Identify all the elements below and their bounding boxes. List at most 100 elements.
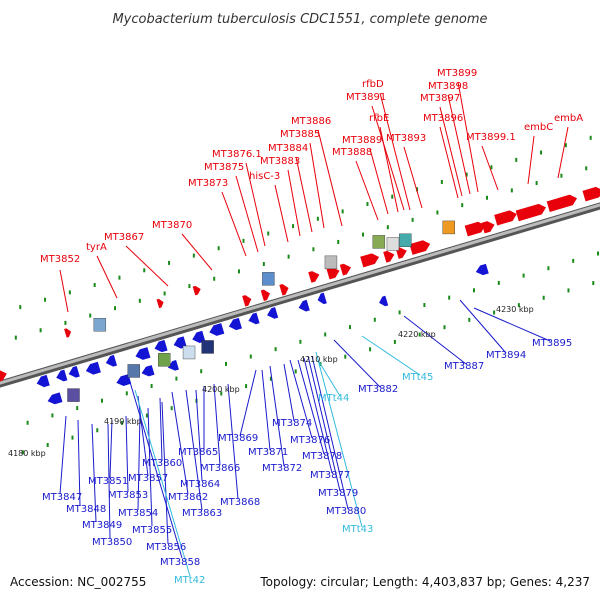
tick-mark xyxy=(344,354,347,359)
tick-mark xyxy=(262,262,265,267)
forward-gene-arrow xyxy=(481,221,495,234)
gene-label: MTt44 xyxy=(318,393,349,404)
leader-line xyxy=(355,160,379,221)
gene-label: MTt45 xyxy=(402,372,433,383)
gene-label: hisC-3 xyxy=(249,171,280,182)
leader-line xyxy=(439,126,459,199)
tick-mark xyxy=(14,335,17,340)
map-title: Mycobacterium tuberculosis CDC1551, comp… xyxy=(112,12,487,27)
gene-label: MT3884 xyxy=(268,143,308,154)
tick-mark xyxy=(369,347,372,352)
leader-line xyxy=(274,184,289,243)
leader-line xyxy=(185,389,203,511)
feature-arrows xyxy=(0,186,600,405)
tick-mark xyxy=(440,179,443,184)
backbone-highlight xyxy=(0,203,600,385)
gene-label: MT3876.1 xyxy=(212,149,262,160)
tick-mark xyxy=(220,391,223,396)
kbp-labels: 4180 kbp 4190 kbp 4200 kbp 4210 kbp 4220 kbp… xyxy=(8,305,534,458)
tick-mark xyxy=(299,339,302,344)
leader-line xyxy=(295,156,313,233)
tick-mark xyxy=(366,202,369,207)
gene-label: MT3876 xyxy=(290,435,330,446)
forward-gene-arrow xyxy=(582,186,600,202)
leader-line xyxy=(459,299,507,354)
leader-line xyxy=(527,135,535,185)
tick-mark xyxy=(386,225,389,230)
gene-label: MT3887 xyxy=(444,361,484,372)
gene-label: MT3867 xyxy=(104,232,144,243)
tick-mark xyxy=(267,231,270,236)
gene-label: MT3864 xyxy=(180,479,220,490)
leader-line xyxy=(239,369,257,437)
forward-gene-arrow xyxy=(515,203,546,222)
tick-mark xyxy=(225,361,228,366)
feature-box xyxy=(262,272,275,286)
feature-box xyxy=(201,340,214,354)
topology-text: Topology: circular; Length: 4,403,837 bp… xyxy=(259,575,590,589)
forward-gene-arrow xyxy=(326,267,340,280)
gene-label: MT3847 xyxy=(42,492,82,503)
leader-line xyxy=(283,363,295,422)
gene-label: MT3849 xyxy=(82,520,122,531)
tick-mark xyxy=(145,413,148,418)
kbp-label: 4180 kbp xyxy=(8,449,46,458)
leader-line xyxy=(447,94,471,195)
tick-mark xyxy=(101,398,104,403)
tick-mark xyxy=(416,187,419,192)
gene-label: MT3888 xyxy=(332,147,372,158)
leader-line xyxy=(181,233,213,271)
feature-box xyxy=(67,388,80,402)
leader-line xyxy=(371,105,405,211)
gene-label: MT3865 xyxy=(178,447,218,458)
tick-mark xyxy=(125,391,128,396)
tick-mark xyxy=(26,420,29,425)
gene-label: MT3899 xyxy=(437,68,477,79)
kbp-label: 4220 kbp xyxy=(398,330,436,339)
tick-mark xyxy=(443,325,446,330)
tick-mark xyxy=(274,347,277,352)
leader-line xyxy=(91,423,97,523)
tick-mark xyxy=(175,376,178,381)
gene-label: MT3899.1 xyxy=(466,132,516,143)
tick-mark xyxy=(461,203,464,208)
gene-label: MT3896 xyxy=(423,113,463,124)
gene-label: MT3853 xyxy=(108,490,148,501)
gene-label: MT3850 xyxy=(92,537,132,548)
leader-line xyxy=(171,391,189,495)
tick-mark xyxy=(287,254,290,259)
gene-label: MT3883 xyxy=(260,156,300,167)
gene-label: tyrA xyxy=(86,242,107,253)
tick-mark xyxy=(143,268,146,273)
gene-label: MT3857 xyxy=(128,473,168,484)
reverse-gene-arrow xyxy=(248,312,260,325)
leader-line xyxy=(289,359,313,439)
gene-label: MT3874 xyxy=(272,418,312,429)
reverse-gene-arrow xyxy=(85,361,101,375)
tick-mark xyxy=(163,291,166,296)
gene-label: MT3877 xyxy=(310,470,350,481)
leader-line xyxy=(315,351,363,528)
tick-mark xyxy=(138,298,141,303)
forward-gene-arrow xyxy=(192,285,201,296)
tick-mark xyxy=(448,295,451,300)
leader-line xyxy=(473,307,551,342)
feature-box xyxy=(386,237,400,251)
feature-box xyxy=(158,353,171,367)
gene-label: MT3851 xyxy=(88,476,128,487)
feature-box xyxy=(372,235,386,249)
leader-line xyxy=(159,397,163,462)
reverse-gene-arrow xyxy=(68,365,80,378)
accession-text: Accession: NC_002755 xyxy=(10,575,146,589)
tick-mark xyxy=(423,303,426,308)
gene-label: MT3852 xyxy=(40,254,80,265)
reverse-gene-arrow xyxy=(135,347,151,360)
tick-mark xyxy=(337,239,340,244)
forward-gene-arrow xyxy=(464,221,486,237)
leader-line xyxy=(77,419,81,507)
leader-line xyxy=(369,148,389,215)
tick-mark xyxy=(391,194,394,199)
leader-line xyxy=(317,359,341,397)
forward-gene-arrow xyxy=(546,194,577,212)
gene-label: MT3880 xyxy=(326,506,366,517)
